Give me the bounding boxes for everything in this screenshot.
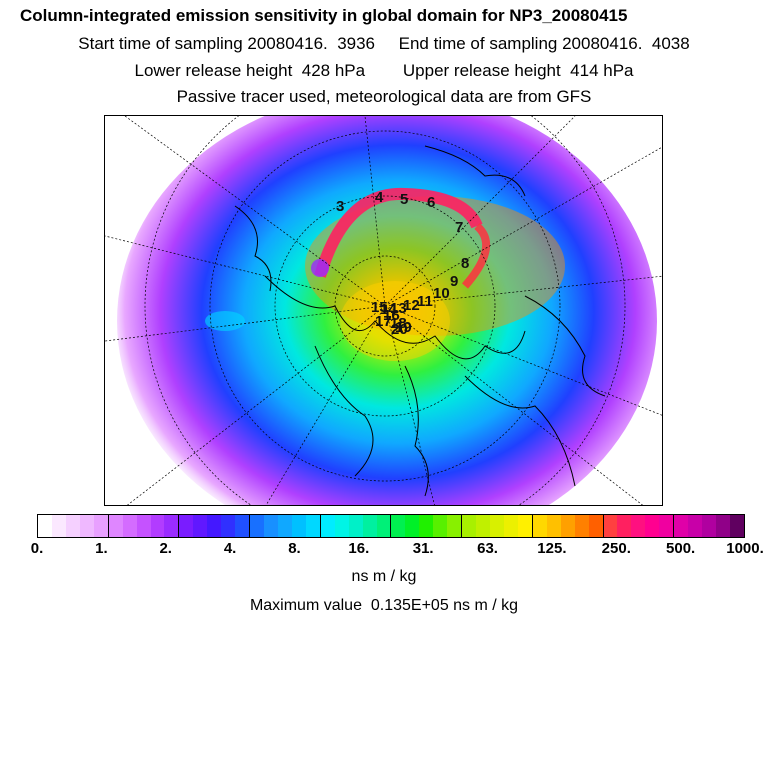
colorbar-segment [108, 515, 123, 537]
colorbar-segment [79, 515, 94, 537]
colorbar-segment [391, 515, 406, 537]
colorbar-tick-label: 1000. [726, 540, 764, 557]
tracer-info-line: Passive tracer used, meteorological data… [176, 87, 592, 106]
track-marker: 19 [395, 319, 412, 336]
colorbar-segment [532, 515, 547, 537]
colorbar-tick-label: 16. [348, 540, 370, 557]
colorbar-segment [674, 515, 689, 537]
colorbar-segment [405, 515, 420, 537]
colorbar-segment [136, 515, 151, 537]
colorbar-segment [305, 515, 321, 537]
colorbar-segment [490, 515, 504, 537]
colorbar-segment [235, 515, 251, 537]
colorbar-segment [65, 515, 80, 537]
track-marker: 9 [450, 273, 458, 290]
colorbar-tick-label: 500. [666, 540, 696, 557]
coastlines [234, 145, 606, 497]
colorbar-tick-label: 63. [477, 540, 498, 557]
colorbar-segment [603, 515, 618, 537]
colorbar-segment [419, 515, 434, 537]
colorbar-segment [122, 515, 137, 537]
colorbar-segment [476, 515, 490, 537]
colorbar-segment [93, 515, 109, 537]
colorbar-segment [207, 515, 222, 537]
colorbar-units: ns m / kg [351, 568, 417, 585]
colorbar-segment [702, 515, 716, 537]
track-marker: 15 [371, 299, 388, 316]
sampling-time-line: Start time of sampling 20080416. 3936 En… [78, 34, 690, 53]
track-marker: 18 [390, 315, 407, 332]
colorbar-tick-label: 4. [223, 540, 237, 557]
colorbar-segment [447, 515, 463, 537]
colorbar-segment [164, 515, 180, 537]
track-marker: 5 [400, 191, 408, 208]
track-marker: 20 [391, 321, 408, 338]
colorbar-segment [588, 515, 604, 537]
track-marker: 7 [455, 219, 463, 236]
track-marker: 4 [375, 189, 384, 206]
colorbar-segment [348, 515, 363, 537]
colorbar-segment [631, 515, 646, 537]
track-marker: 6 [427, 194, 435, 211]
colorbar-tick-label: 8. [288, 540, 301, 557]
colorbar-segment [221, 515, 236, 537]
colorbar-segment [250, 515, 264, 537]
track-marker: 3 [336, 198, 344, 215]
colorbar-segment [659, 515, 675, 537]
colorbar-segment [688, 515, 703, 537]
colorbar-segment [320, 515, 335, 537]
plot-title: Column-integrated emission sensitivity i… [20, 6, 628, 25]
track-marker: 17 [375, 313, 392, 330]
colorbar-segment [38, 515, 52, 537]
maximum-value: Maximum value 0.135E+05 ns m / kg [249, 597, 519, 614]
colorbar-segment [716, 515, 730, 537]
colorbar-segment [503, 515, 518, 537]
graticule [105, 116, 662, 505]
emission-sensitivity-map: 3 4 5 6 7 8 9 10 11 12 13 14 15 16 17 18 19 20 [104, 115, 663, 506]
colorbar-tick-label: 31. [412, 540, 434, 557]
colorbar-segment [193, 515, 208, 537]
track-marker: 11 [417, 293, 433, 310]
colorbar-segment [433, 515, 448, 537]
release-height-line: Lower release height 428 hPa Upper relea… [134, 61, 634, 80]
colorbar-segment [462, 515, 477, 537]
colorbar-tick-label: 250. [601, 540, 631, 557]
colorbar-segment [617, 515, 632, 537]
colorbar-segment [574, 515, 589, 537]
colorbar-tick-label: 1. [95, 540, 108, 557]
colorbar-tick-label: 0. [30, 540, 44, 557]
colorbar-segment [729, 515, 744, 537]
colorbar-tick-label: 125. [537, 540, 567, 557]
colorbar-segment [277, 515, 292, 537]
track-marker: 8 [461, 255, 469, 272]
track-marker: 14 [380, 301, 397, 318]
colorbar-segment [264, 515, 278, 537]
colorbar-segment [362, 515, 377, 537]
colorbar-segment [291, 515, 306, 537]
colorbar-segment [334, 515, 349, 537]
colorbar-segment [376, 515, 392, 537]
colorbar-segment [179, 515, 194, 537]
colorbar-segment [51, 515, 66, 537]
colorbar-segment [560, 515, 575, 537]
track-marker: 13 [390, 300, 407, 317]
colorbar-tick-label: 2. [159, 540, 172, 557]
colorbar-segment [517, 515, 533, 537]
colorbar-segment [546, 515, 561, 537]
colorbar [37, 514, 745, 538]
track-marker: 10 [433, 285, 450, 302]
colorbar-segment [645, 515, 660, 537]
track-marker: 12 [403, 297, 420, 314]
track-marker: 16 [383, 307, 400, 324]
colorbar-segment [150, 515, 165, 537]
